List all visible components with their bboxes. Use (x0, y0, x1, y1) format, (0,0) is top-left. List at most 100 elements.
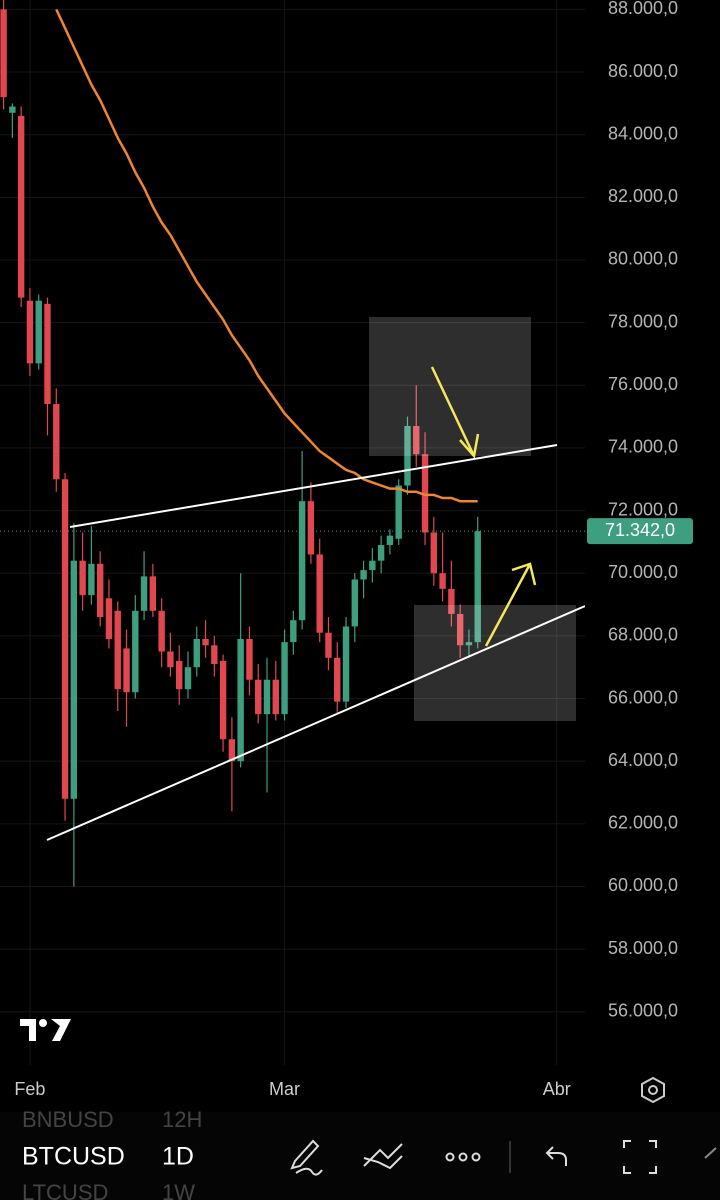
candle-body (44, 303, 51, 405)
undo-button[interactable] (545, 1146, 567, 1166)
y-tick-label: 64.000,0 (608, 750, 678, 770)
candle-body (439, 573, 446, 589)
candle-body (395, 485, 402, 539)
candle-body (281, 642, 288, 715)
x-tick-label: Abr (543, 1079, 571, 1099)
candle-body (17, 115, 25, 298)
y-tick-label: 68.000,0 (608, 625, 678, 645)
candle-body (158, 610, 165, 652)
fullscreen-button[interactable] (623, 1140, 657, 1174)
candle-body (334, 657, 341, 702)
symbol[interactable]: BTCUSD (22, 1143, 125, 1171)
candle-body (272, 679, 279, 715)
candle-body (202, 639, 209, 646)
candle-body (211, 645, 218, 665)
hexagon (641, 1076, 665, 1104)
settings-icon[interactable] (641, 1076, 665, 1104)
pen-tool[interactable] (290, 1139, 323, 1176)
y-tick-label: 84.000,0 (608, 123, 678, 143)
moving-average (55, 8, 478, 503)
symbol-faded: BNBUSD (22, 1107, 114, 1132)
dot (471, 1152, 481, 1162)
y-tick-label: 60.000,0 (608, 875, 678, 895)
candle-body (26, 300, 34, 364)
last-price-tag (587, 518, 693, 545)
y-tick-label: 58.000,0 (608, 938, 678, 958)
candle-body (360, 570, 367, 580)
plot (0, 0, 585, 887)
candle-body (290, 620, 297, 643)
candle-body (123, 648, 130, 693)
trend-tool[interactable] (363, 1143, 403, 1170)
x-tick-label: Mar (269, 1079, 300, 1099)
interval-faded: 1W (162, 1180, 195, 1200)
candle-body (456, 613, 464, 646)
zone-box (369, 317, 531, 456)
candle-body (307, 501, 315, 555)
candle-body (61, 479, 69, 799)
candle-body (263, 679, 271, 715)
candle-body (448, 588, 455, 614)
dot (445, 1152, 455, 1162)
y-tick-label: 66.000,0 (608, 687, 678, 707)
candle-body (316, 554, 323, 633)
toolbar-bg (0, 1112, 720, 1200)
candle-body (184, 667, 192, 690)
candle-body (149, 576, 157, 611)
candle-body (228, 739, 236, 762)
toolbar: BNBUSD 12H LTCUSD 1W BTCUSD 1D (0, 1107, 720, 1200)
trend-line (69, 444, 558, 528)
candle-body (369, 560, 376, 571)
arrow-up (484, 562, 537, 647)
symbol-faded: LTCUSD (22, 1180, 108, 1200)
candle-body (377, 545, 385, 561)
y-tick-label: 70.000,0 (608, 562, 678, 582)
candle-body (255, 679, 262, 715)
candle-body (9, 106, 16, 113)
candle-body (465, 642, 473, 646)
candle-body (413, 426, 420, 455)
more-edge (704, 1147, 717, 1159)
trend-line (46, 605, 585, 841)
candle-body (351, 579, 358, 627)
candle-body (219, 660, 227, 740)
candle-body (79, 560, 86, 596)
candle-body (105, 598, 113, 639)
y-tick-label: 78.000,0 (608, 311, 678, 331)
y-tick-label: 62.000,0 (608, 813, 678, 833)
candle-body (246, 639, 253, 680)
trend-icon (363, 1143, 403, 1170)
candle-body (88, 563, 95, 596)
y-tick-label: 86.000,0 (608, 61, 678, 81)
logo-part (39, 1019, 47, 1027)
candle-body (421, 454, 429, 533)
candle-body (298, 501, 306, 621)
logo-part (20, 1019, 36, 1041)
candle-body (474, 531, 481, 643)
logo-part (51, 1019, 71, 1041)
candle-body (70, 560, 78, 799)
candle-body (176, 660, 183, 690)
y-tick-label: 82.000,0 (608, 186, 678, 206)
candle-body (167, 651, 174, 668)
candle-body (325, 632, 332, 658)
more-button[interactable] (445, 1152, 481, 1162)
tradingview-logo (20, 1019, 71, 1041)
candle-body (140, 576, 148, 611)
zone-box (414, 605, 576, 721)
y-tick-label: 80.000,0 (608, 249, 678, 269)
y-tick-label: 56.000,0 (608, 1001, 678, 1021)
candle-body (114, 610, 121, 690)
y-tick-label: 76.000,0 (608, 374, 678, 394)
axis: 56.000,0 58.000,0 60.000,0 62.000,0 64.000,0… (14, 0, 693, 1099)
candle-body (53, 404, 60, 480)
candle-body (430, 532, 438, 574)
candle-body (237, 639, 244, 762)
drawings (46, 317, 585, 841)
interval[interactable]: 1D (162, 1143, 194, 1171)
arrow-down (430, 366, 480, 459)
candle-body (0, 9, 7, 98)
